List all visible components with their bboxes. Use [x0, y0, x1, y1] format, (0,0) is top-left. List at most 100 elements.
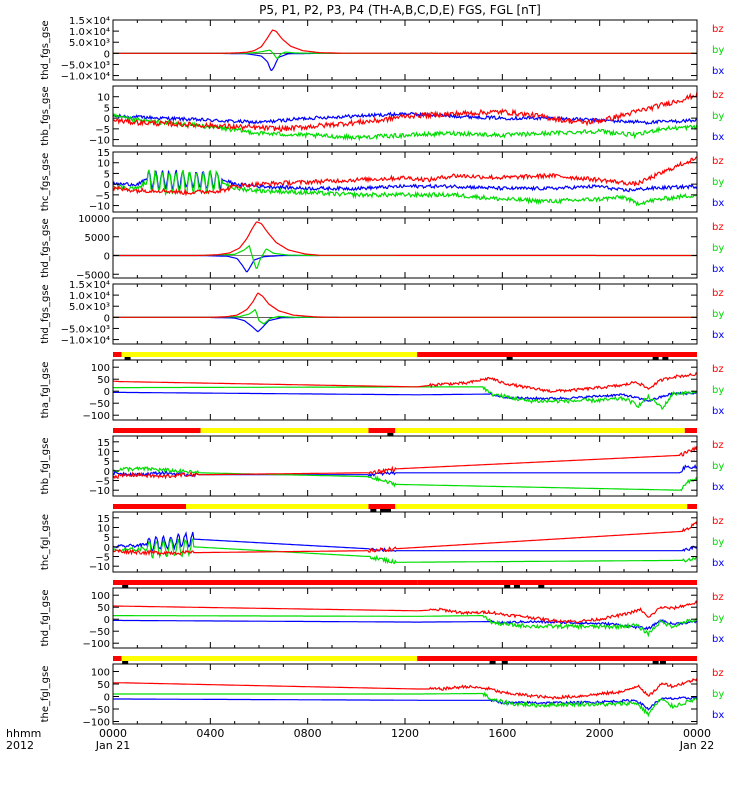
- legend-bx: bx: [712, 66, 724, 77]
- panel-frame: [112, 359, 698, 421]
- series-bz-line: [113, 29, 697, 54]
- y-tick-label: 1.5×10⁴: [69, 16, 110, 27]
- status-bar-segment: [417, 352, 697, 357]
- legend-bz: bz: [712, 668, 724, 679]
- y-tick-label: 100: [91, 363, 110, 374]
- x-tick-date-label: Jan 22: [679, 739, 714, 752]
- series-group: [113, 91, 697, 142]
- legend-by: by: [712, 243, 724, 254]
- legend-bx: bx: [712, 634, 724, 645]
- y-tick-label: 5: [104, 457, 110, 468]
- panel-frame: [112, 217, 698, 279]
- y-tick-label: 10: [97, 93, 110, 104]
- y-tick-label: −5: [95, 191, 110, 202]
- y-tick-label: −5: [95, 125, 110, 136]
- status-bar-segment: [200, 428, 369, 433]
- y-tick-label: 5: [104, 169, 110, 180]
- y-tick-label: 10: [97, 447, 110, 458]
- y-tick-label: 1.0×10⁴: [69, 291, 110, 302]
- status-bar-segment: [368, 504, 396, 509]
- y-tick-label: −100: [83, 718, 110, 729]
- x-tick-label: 2000: [586, 727, 614, 740]
- y-axis-label: thd_fgs_gse: [40, 20, 51, 79]
- y-tick-label: 100: [91, 668, 110, 679]
- y-axis-label: the_fgl_gse: [40, 666, 51, 723]
- series-bz-line: [113, 600, 697, 624]
- chart-title: P5, P1, P2, P3, P4 (TH-A,B,C,D,E) FGS, F…: [259, 3, 541, 17]
- y-tick-label: −5: [95, 477, 110, 488]
- y-axis-label: thc_fgl_gse: [40, 514, 51, 570]
- legend-bx: bx: [712, 264, 724, 275]
- legend-by: by: [712, 111, 724, 122]
- legend-bx: bx: [712, 482, 724, 493]
- y-tick-label: 50: [97, 603, 110, 614]
- y-tick-label: 0: [104, 252, 110, 263]
- status-bar-segment: [113, 656, 122, 661]
- y-tick-label: −5.0×10³: [61, 60, 110, 71]
- status-bar-segment: [368, 428, 396, 433]
- legend-by: by: [712, 309, 724, 320]
- y-tick-label: 0: [104, 615, 110, 626]
- y-tick-label: 0: [104, 387, 110, 398]
- status-bar-marker: [652, 661, 659, 664]
- series-by-line: [113, 49, 697, 60]
- legend-bx: bx: [712, 132, 724, 143]
- status-bar-marker: [501, 661, 508, 664]
- legend-bx: bx: [712, 406, 724, 417]
- x-year-label: 2012: [6, 739, 34, 752]
- series-group: [113, 445, 697, 492]
- y-tick-label: −10: [89, 202, 110, 213]
- panel-frame: [112, 511, 698, 573]
- legend-bz: bz: [712, 516, 724, 527]
- series-bz-line: [113, 292, 697, 318]
- series-by-line: [113, 244, 697, 269]
- status-bar-segment: [113, 352, 122, 357]
- y-tick-label: −100: [83, 639, 110, 650]
- series-group: [113, 221, 697, 273]
- legend-bz: bz: [712, 222, 724, 233]
- y-tick-label: −50: [89, 627, 110, 638]
- panel-stack: 1.5×10⁴1.0×10⁴5.0×10³0−5.0×10³−1.0×10⁴th…: [40, 16, 724, 729]
- series-bx-line: [113, 618, 697, 631]
- series-bx-line: [113, 316, 339, 333]
- status-bar-marker: [538, 585, 545, 588]
- series-by-line: [113, 614, 697, 638]
- status-bar-segment: [417, 656, 697, 661]
- series-bz-line: [113, 91, 697, 133]
- legend-bz: bz: [712, 440, 724, 451]
- legend-by: by: [712, 613, 724, 624]
- status-bar-segment: [121, 352, 418, 357]
- x-row-label: hhmm: [6, 727, 41, 740]
- y-tick-label: −10: [89, 486, 110, 497]
- panel-frame: [112, 19, 698, 81]
- y-tick-label: 5000: [85, 233, 110, 244]
- legend-bz: bz: [712, 90, 724, 101]
- y-tick-label: −1.0×10⁴: [61, 72, 110, 83]
- status-bar-marker: [387, 433, 394, 436]
- legend-by: by: [712, 689, 724, 700]
- y-tick-label: 10000: [78, 214, 110, 225]
- status-bar-marker: [489, 661, 496, 664]
- status-bar-marker: [662, 357, 669, 360]
- legend-bz: bz: [712, 156, 724, 167]
- series-by-line: [113, 537, 697, 565]
- series-group: [113, 600, 697, 638]
- legend-by: by: [712, 45, 724, 56]
- y-tick-label: 5: [104, 103, 110, 114]
- y-axis-label: tha_fgl_gse: [40, 362, 51, 419]
- y-tick-label: −5: [95, 553, 110, 564]
- x-tick-date-label: Jan 21: [95, 739, 130, 752]
- series-bz-line: [113, 445, 697, 480]
- series-group: [113, 372, 697, 410]
- status-bar-marker: [504, 585, 511, 588]
- y-tick-label: 5: [104, 533, 110, 544]
- status-bar-marker: [122, 661, 129, 664]
- y-tick-label: −1.0×10⁴: [61, 336, 110, 347]
